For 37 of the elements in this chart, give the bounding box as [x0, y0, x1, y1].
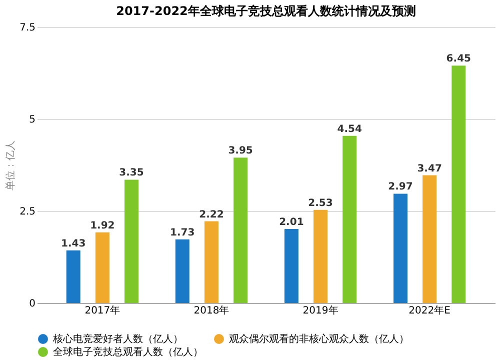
bar: [422, 175, 437, 303]
data-label: 3.95: [228, 146, 253, 157]
data-label: 3.35: [119, 168, 144, 179]
data-label: 1.92: [90, 220, 115, 232]
data-label: 3.47: [417, 163, 442, 174]
data-label: 2.53: [308, 198, 333, 209]
x-tick-label: 2019年: [302, 304, 338, 316]
bar: [393, 194, 408, 303]
y-tick-label: 0: [29, 298, 36, 310]
bar: [234, 158, 248, 303]
bar: [284, 229, 298, 303]
bar: [342, 136, 357, 303]
bar: [66, 250, 80, 303]
data-label: 2.97: [388, 182, 413, 193]
y-tick-label: 2.5: [20, 206, 36, 218]
legend-label: 观众偶尔观看的非核心观众人数（亿人）: [229, 333, 409, 345]
legend-label: 全球电子竞技总观看人数（亿人）: [53, 346, 203, 358]
bar: [452, 66, 466, 303]
chart-title: 2017-2022年全球电子竞技总观看人数统计情况及预测: [116, 4, 416, 18]
y-axis-title: 单位：亿人: [4, 140, 17, 190]
bar: [124, 180, 139, 303]
data-label: 2.01: [279, 217, 304, 228]
data-label: 4.54: [337, 124, 362, 135]
y-tick-label: 5: [29, 114, 36, 126]
data-label: 2.22: [199, 209, 224, 220]
data-label: 1.43: [61, 238, 86, 250]
data-label: 1.73: [170, 227, 195, 238]
bar: [314, 210, 328, 303]
data-label: 6.45: [446, 54, 472, 65]
bar: [204, 221, 218, 303]
y-tick-label: 7.5: [20, 22, 36, 34]
legend-label: 核心电竞爱好者人数（亿人）: [52, 333, 183, 345]
bar: [95, 232, 110, 303]
x-tick-label: 2022年E: [408, 304, 450, 316]
bar: [175, 239, 190, 303]
x-tick-label: 2018年: [194, 304, 230, 316]
x-tick-label: 2017年: [84, 304, 120, 316]
